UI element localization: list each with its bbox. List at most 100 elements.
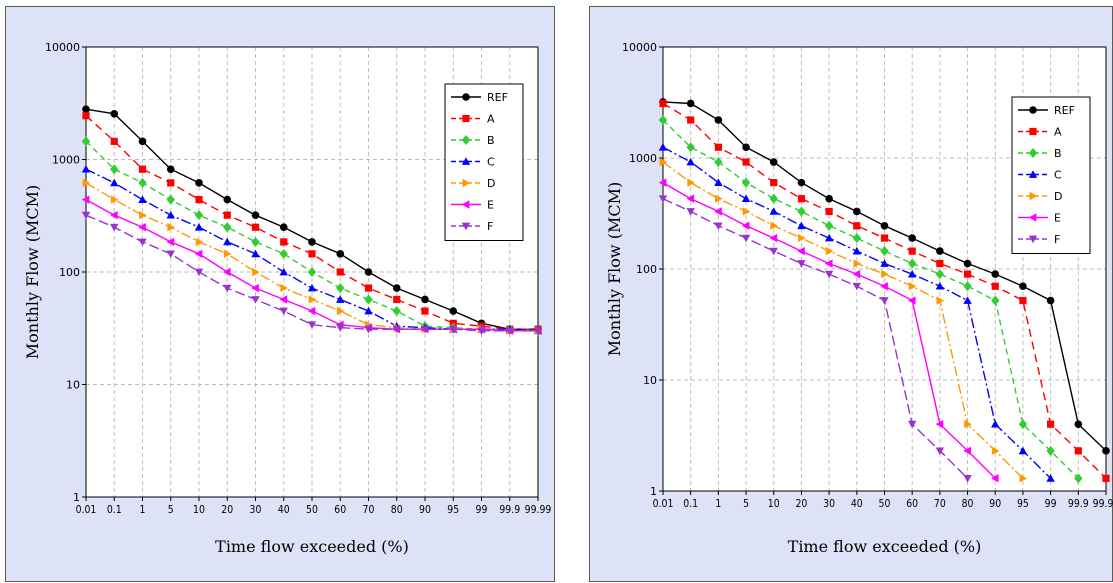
x-tick-label: 1 <box>140 504 146 516</box>
data-point-b <box>935 269 945 280</box>
data-point-a <box>963 270 972 278</box>
data-point-b <box>251 236 260 247</box>
data-point-c <box>658 143 668 151</box>
legend-marker-a <box>1029 127 1037 136</box>
data-point-a <box>138 165 147 173</box>
y-axis-label: Monthly Flow (MCM) <box>23 185 42 359</box>
data-point-b <box>336 283 345 294</box>
legend-box <box>1011 96 1091 254</box>
data-point-b <box>797 206 806 217</box>
data-point-c <box>991 419 1000 428</box>
data-point-c <box>364 306 373 315</box>
data-point-a <box>421 307 429 315</box>
y-tick-label: 10 <box>66 379 80 392</box>
data-point-d <box>82 178 91 188</box>
series-f <box>81 211 543 336</box>
data-point-f <box>769 247 778 256</box>
data-point-e <box>935 419 944 429</box>
data-point-c <box>336 295 345 303</box>
data-point-f <box>880 297 889 305</box>
data-point-f <box>505 327 514 336</box>
data-point-e <box>852 269 861 279</box>
data-point-d <box>223 249 232 259</box>
data-point-d <box>798 233 806 243</box>
x-tick-label: 80 <box>962 498 974 510</box>
legend-marker-d <box>462 178 471 188</box>
x-tick-label: 5 <box>168 504 174 516</box>
legend-marker-e <box>461 200 470 209</box>
data-point-a <box>82 112 90 120</box>
data-point-b <box>110 164 119 175</box>
data-point-ref <box>963 259 972 268</box>
data-point-b <box>963 281 972 292</box>
series-c <box>658 143 1055 482</box>
data-point-d <box>195 237 204 247</box>
data-point-e <box>991 474 999 483</box>
legend-label-c: C <box>1054 169 1062 182</box>
data-point-ref <box>797 178 806 187</box>
data-point-c <box>110 178 119 187</box>
data-point-a <box>167 179 175 187</box>
data-point-f <box>364 325 373 334</box>
data-point-b <box>907 258 917 269</box>
data-point-a <box>336 268 344 276</box>
legend-marker-a <box>462 114 470 123</box>
x-tick-label: 99.9 <box>499 504 520 516</box>
data-point-f <box>935 447 945 456</box>
data-point-a <box>936 259 944 268</box>
data-point-ref <box>82 105 90 113</box>
data-point-b <box>279 248 288 259</box>
data-point-b <box>658 114 668 125</box>
data-point-f <box>852 282 862 291</box>
data-point-f <box>533 327 543 336</box>
data-point-ref <box>195 179 203 187</box>
x-tick-label: 80 <box>391 504 403 516</box>
data-point-f <box>824 270 834 279</box>
data-point-a <box>195 196 203 204</box>
y-tick-label: 100 <box>59 266 80 279</box>
x-tick-label: 20 <box>221 504 233 516</box>
x-tick-label: 50 <box>306 504 318 516</box>
legend-label-d: D <box>1054 190 1062 203</box>
data-point-a <box>687 116 695 124</box>
data-point-e <box>686 194 695 203</box>
data-point-d <box>936 296 945 305</box>
data-point-a <box>908 247 916 255</box>
y-tick-label: 10000 <box>45 41 80 54</box>
x-tick-label: 99.99 <box>1093 498 1113 510</box>
data-point-ref <box>1046 296 1055 305</box>
data-point-ref <box>308 238 316 246</box>
data-point-c <box>824 233 834 242</box>
data-point-d <box>742 207 751 216</box>
x-tick-label: 10 <box>768 498 780 510</box>
data-point-c <box>769 207 778 215</box>
data-point-e <box>824 259 833 268</box>
data-point-ref <box>223 195 232 204</box>
x-tick-label: 99.9 <box>1068 498 1089 510</box>
data-point-f <box>336 324 345 332</box>
data-point-a <box>1074 447 1082 455</box>
series-a <box>659 99 1110 482</box>
series-line-d <box>662 161 1024 479</box>
data-point-b <box>1018 419 1028 430</box>
y-tick-label: 10000 <box>622 41 657 54</box>
data-point-e <box>279 295 288 304</box>
data-point-ref <box>166 165 175 173</box>
data-point-c <box>963 296 972 304</box>
data-point-ref <box>853 207 861 216</box>
legend-label-f: F <box>1054 233 1060 246</box>
data-point-f <box>797 260 806 268</box>
y-tick-label: 10 <box>643 374 657 387</box>
data-point-c <box>166 210 175 219</box>
x-tick-label: 60 <box>334 504 346 516</box>
data-point-ref <box>686 99 695 108</box>
data-point-b <box>1046 445 1055 456</box>
x-tick-label: 90 <box>419 504 431 516</box>
data-point-c <box>307 283 317 292</box>
y-tick-label: 1000 <box>629 152 657 165</box>
legend-label-b: B <box>1054 147 1062 160</box>
x-tick-label: 20 <box>795 498 807 510</box>
data-point-a <box>308 250 316 258</box>
legend-label-ref: REF <box>487 91 508 104</box>
